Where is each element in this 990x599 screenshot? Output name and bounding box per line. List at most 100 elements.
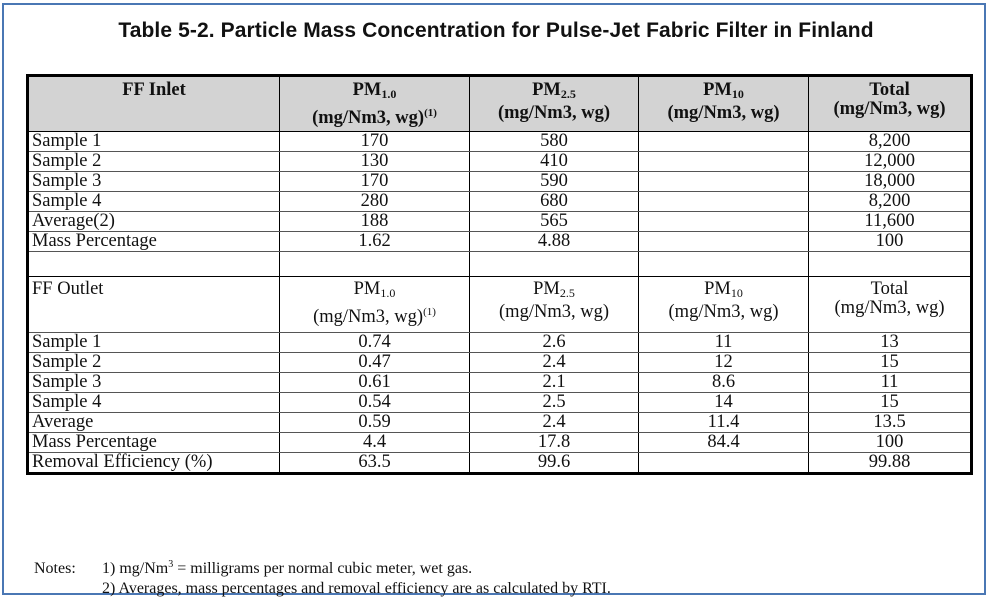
inlet-table-row: Sample 2 130 410 12,000 (27, 151, 972, 172)
cell-pm1: 0.47 (279, 352, 470, 373)
row-label: Sample 4 (27, 191, 280, 212)
cell-pm1: 170 (279, 171, 470, 192)
cell-pm25: 2.6 (469, 332, 639, 353)
inlet-header-row: FF Inlet PM1.0 (mg/Nm3, wg)(1) PM2.5 (mg… (27, 75, 972, 132)
figure-frame: Table 5-2. Particle Mass Concentration f… (2, 3, 986, 597)
table-notes: Notes: 1) mg/Nm3 = milligrams per normal … (34, 555, 611, 599)
cell-total: 99.88 (808, 452, 972, 474)
spacer-section (27, 251, 972, 277)
cell-total: 8,200 (808, 131, 972, 152)
particle-mass-table: FF Inlet PM1.0 (mg/Nm3, wg)(1) PM2.5 (mg… (26, 74, 973, 475)
cell-pm25: 4.88 (469, 231, 639, 252)
cell-total: 13.5 (808, 412, 972, 433)
row-label: Sample 2 (27, 151, 280, 172)
cell-pm25: 410 (469, 151, 639, 172)
cell-pm25: 565 (469, 211, 639, 232)
cell-pm1: 4.4 (279, 432, 470, 453)
outlet-table-row: Average 0.59 2.4 11.4 13.5 (27, 412, 972, 433)
inlet-col-pm25: PM2.5 (mg/Nm3, wg) (469, 75, 639, 132)
outlet-table-row: Mass Percentage 4.4 17.8 84.4 100 (27, 432, 972, 453)
inlet-col-total: Total (mg/Nm3, wg) (808, 75, 972, 132)
inlet-table-row: Mass Percentage 1.62 4.88 100 (27, 231, 972, 252)
row-label: Sample 4 (27, 392, 280, 413)
outlet-table-row: Removal Efficiency (%) 63.5 99.6 99.88 (27, 452, 972, 474)
cell-pm1: 188 (279, 211, 470, 232)
inlet-col-pm1: PM1.0 (mg/Nm3, wg)(1) (279, 75, 470, 132)
cell-pm25: 580 (469, 131, 639, 152)
blank-row (27, 251, 972, 277)
cell-total: 11 (808, 372, 972, 393)
row-label: Average(2) (27, 211, 280, 232)
cell-pm10: 11 (638, 332, 809, 353)
inlet-col-pm10: PM10 (mg/Nm3, wg) (638, 75, 809, 132)
cell-total: 15 (808, 392, 972, 413)
inlet-col-label: FF Inlet (27, 75, 280, 132)
inlet-table-row: Sample 4 280 680 8,200 (27, 191, 972, 212)
cell-pm10 (638, 231, 809, 252)
outlet-col-pm25: PM2.5 (mg/Nm3, wg) (469, 276, 639, 333)
outlet-header-row: FF Outlet PM1.0 (mg/Nm3, wg)(1) PM2.5 (m… (27, 276, 972, 333)
outlet-col-pm1: PM1.0 (mg/Nm3, wg)(1) (279, 276, 470, 333)
row-label: Sample 3 (27, 171, 280, 192)
cell-pm10 (638, 171, 809, 192)
cell-total: 100 (808, 432, 972, 453)
cell-pm10: 11.4 (638, 412, 809, 433)
outlet-col-pm10: PM10 (mg/Nm3, wg) (638, 276, 809, 333)
cell-pm10: 84.4 (638, 432, 809, 453)
cell-pm25: 17.8 (469, 432, 639, 453)
cell-pm1: 63.5 (279, 452, 470, 474)
cell-total: 15 (808, 352, 972, 373)
cell-total: 11,600 (808, 211, 972, 232)
cell-pm1: 0.74 (279, 332, 470, 353)
cell-pm1: 130 (279, 151, 470, 172)
cell-pm10 (638, 131, 809, 152)
outlet-section: FF Outlet PM1.0 (mg/Nm3, wg)(1) PM2.5 (m… (27, 276, 972, 474)
row-label: Sample 1 (27, 332, 280, 353)
cell-pm25: 680 (469, 191, 639, 212)
cell-pm1: 0.59 (279, 412, 470, 433)
cell-pm10 (638, 452, 809, 474)
cell-pm1: 280 (279, 191, 470, 212)
cell-pm10 (638, 191, 809, 212)
row-label: Removal Efficiency (%) (27, 452, 280, 474)
cell-pm1: 0.61 (279, 372, 470, 393)
inlet-table-row: Sample 3 170 590 18,000 (27, 171, 972, 192)
cell-pm25: 2.4 (469, 412, 639, 433)
cell-pm10: 14 (638, 392, 809, 413)
row-label: Mass Percentage (27, 231, 280, 252)
row-label: Sample 2 (27, 352, 280, 373)
cell-pm10: 8.6 (638, 372, 809, 393)
note-1: Notes: 1) mg/Nm3 = milligrams per normal … (34, 559, 473, 577)
outlet-table-row: Sample 3 0.61 2.1 8.6 11 (27, 372, 972, 393)
cell-pm1: 170 (279, 131, 470, 152)
row-label: Average (27, 412, 280, 433)
cell-pm25: 590 (469, 171, 639, 192)
cell-pm25: 99.6 (469, 452, 639, 474)
table-title: Table 5-2. Particle Mass Concentration f… (118, 19, 874, 42)
inlet-table-row: Average(2) 188 565 11,600 (27, 211, 972, 232)
cell-total: 13 (808, 332, 972, 353)
outlet-table-row: Sample 2 0.47 2.4 12 15 (27, 352, 972, 373)
row-label: Sample 1 (27, 131, 280, 152)
cell-pm10 (638, 151, 809, 172)
cell-pm1: 0.54 (279, 392, 470, 413)
cell-total: 18,000 (808, 171, 972, 192)
cell-total: 100 (808, 231, 972, 252)
row-label: Mass Percentage (27, 432, 280, 453)
outlet-table-row: Sample 4 0.54 2.5 14 15 (27, 392, 972, 413)
inlet-table-row: Sample 1 170 580 8,200 (27, 131, 972, 152)
cell-pm25: 2.5 (469, 392, 639, 413)
inlet-section: FF Inlet PM1.0 (mg/Nm3, wg)(1) PM2.5 (mg… (27, 75, 972, 252)
cell-pm1: 1.62 (279, 231, 470, 252)
outlet-col-label: FF Outlet (27, 276, 280, 333)
cell-total: 8,200 (808, 191, 972, 212)
note-2: 2) Averages, mass percentages and remova… (102, 580, 611, 597)
outlet-table-row: Sample 1 0.74 2.6 11 13 (27, 332, 972, 353)
cell-pm10: 12 (638, 352, 809, 373)
cell-pm25: 2.4 (469, 352, 639, 373)
cell-pm10 (638, 211, 809, 232)
cell-pm25: 2.1 (469, 372, 639, 393)
cell-total: 12,000 (808, 151, 972, 172)
row-label: Sample 3 (27, 372, 280, 393)
outlet-col-total: Total (mg/Nm3, wg) (808, 276, 972, 333)
